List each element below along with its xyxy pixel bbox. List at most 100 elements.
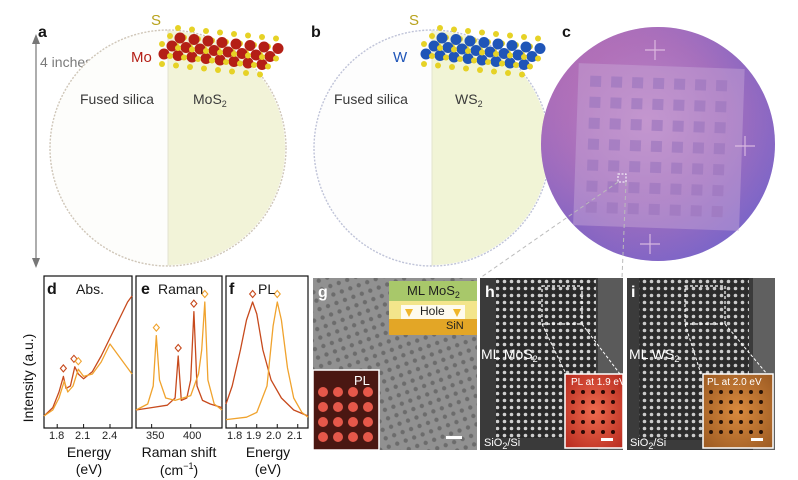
device-square xyxy=(715,79,728,92)
s-atom xyxy=(465,48,471,54)
s-atom xyxy=(493,31,499,37)
metal-atom xyxy=(434,50,446,61)
pl-dot xyxy=(363,432,373,442)
s-atom xyxy=(175,25,181,31)
metal-atom xyxy=(202,35,214,47)
device-square xyxy=(671,141,684,153)
pl-dot xyxy=(333,387,343,397)
device-square xyxy=(630,119,642,131)
pl-dot xyxy=(601,430,605,434)
s-atom xyxy=(217,49,223,56)
s-atom xyxy=(251,62,257,68)
spectrum-line-e xyxy=(135,310,223,411)
scale-bar-g xyxy=(446,436,462,439)
panel-letter-h: h xyxy=(485,284,495,301)
xlabel-e-unit: (cm xyxy=(159,462,184,478)
pl-dot xyxy=(729,410,733,414)
pl-title: PL xyxy=(258,281,276,297)
s-atom xyxy=(181,54,187,61)
s-atom xyxy=(479,29,485,36)
tick-e-2: 400 xyxy=(183,430,202,442)
tick-f-3: 2.0 xyxy=(266,430,282,442)
metal-atom xyxy=(442,42,454,53)
pl-dot xyxy=(739,410,743,414)
xlabel-e-sup: −1 xyxy=(183,461,194,471)
peak-marker xyxy=(74,356,83,366)
metal-atom xyxy=(222,46,234,58)
s-atom xyxy=(521,34,527,40)
s-atom xyxy=(259,54,265,60)
pl-dot xyxy=(611,410,615,414)
device-square xyxy=(589,96,601,108)
s-atom xyxy=(187,64,193,70)
plot-frame-f xyxy=(225,275,309,429)
pl-dot xyxy=(571,400,575,404)
pl-dot xyxy=(348,432,358,442)
s-atom xyxy=(443,54,449,61)
layer-top-label: ML MoS2 xyxy=(407,283,460,300)
pl-dot xyxy=(611,390,615,394)
s-atom xyxy=(223,59,229,65)
device-square xyxy=(693,121,705,133)
pl-dot xyxy=(571,430,575,434)
peak-marker xyxy=(59,364,68,373)
s-atom xyxy=(527,63,533,70)
ml-mos2-label: ML MoS2 xyxy=(481,346,538,364)
pl-dot xyxy=(719,410,723,414)
pl-dot xyxy=(601,410,605,414)
plot-frame-d xyxy=(43,275,133,429)
pl-dot xyxy=(719,420,723,424)
s-atom xyxy=(189,26,195,33)
pl-dot xyxy=(739,390,743,394)
s-atom xyxy=(189,46,195,53)
pl-dot xyxy=(759,390,763,394)
ml-ws2-label: ML WS2 xyxy=(629,346,679,364)
s-atom xyxy=(465,28,471,34)
s-atom xyxy=(519,71,525,78)
pl-inset-label-i: PL at 2.0 eV xyxy=(707,377,762,388)
device-square xyxy=(631,98,643,110)
tick-d-3: 2.4 xyxy=(102,430,118,442)
pl-dot xyxy=(333,417,343,427)
device-square xyxy=(608,160,620,172)
peak-marker xyxy=(174,343,182,353)
pl-dot xyxy=(571,390,575,394)
metal-atom xyxy=(180,42,192,53)
substrate-i-text: SiO xyxy=(630,437,649,449)
pl-inset-label-g: PL xyxy=(354,373,370,388)
pl-dot xyxy=(759,410,763,414)
pl-dot xyxy=(749,400,753,404)
pl-dot xyxy=(749,430,753,434)
xlabel-d-line1: Energy xyxy=(66,444,112,460)
s-atom xyxy=(499,60,505,67)
device-square xyxy=(609,118,621,130)
pl-dot xyxy=(363,402,373,412)
metal-atom xyxy=(478,37,490,48)
pl-dot xyxy=(571,420,575,424)
s-atom xyxy=(491,68,497,75)
ws2-text: WS xyxy=(455,91,478,107)
device-square xyxy=(714,121,726,134)
pl-dot xyxy=(729,430,733,434)
pl-dot xyxy=(749,410,753,414)
metal-atom xyxy=(166,40,178,52)
substrate-h-sub: 2 xyxy=(502,441,508,451)
device-square xyxy=(610,97,622,109)
pl-dot xyxy=(719,430,723,434)
metal-atom xyxy=(272,43,284,54)
metal-atom xyxy=(492,38,504,50)
metal-atom xyxy=(200,53,212,64)
s-atom xyxy=(457,56,463,62)
pl-dot xyxy=(709,390,713,394)
metal-atom xyxy=(264,51,276,62)
pl-dot xyxy=(739,420,743,424)
pl-dot xyxy=(348,387,358,397)
device-square xyxy=(587,138,600,150)
pl-dot xyxy=(581,430,585,434)
panel-letter-a: a xyxy=(38,24,47,41)
pl-dot xyxy=(719,400,723,404)
metal-atom xyxy=(464,35,476,47)
mos2-lattice-illustration xyxy=(158,25,284,78)
metal-atom xyxy=(214,54,226,66)
panel-letter-f: f xyxy=(229,281,235,298)
